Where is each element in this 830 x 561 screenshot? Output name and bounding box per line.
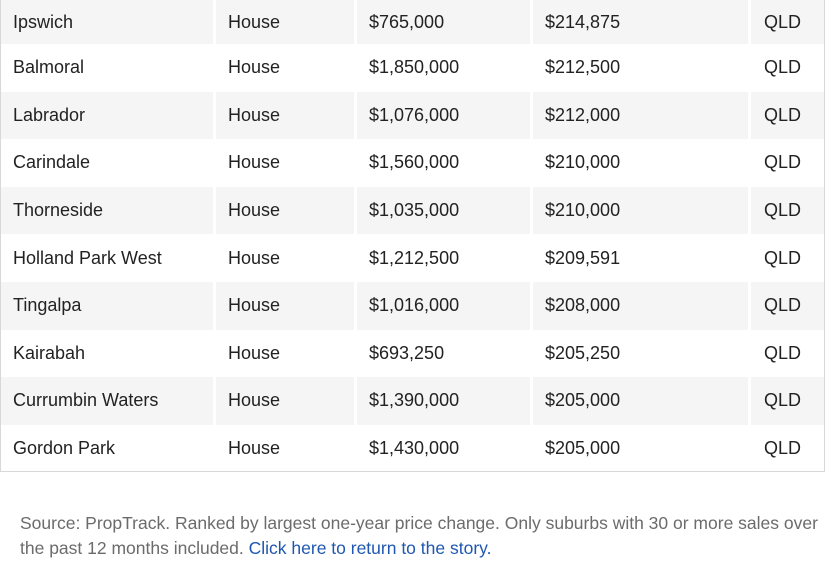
price-change-cell: $205,000 [533,424,748,471]
table-body: Ipswich House $765,000 $214,875 QLD Balm… [1,0,824,471]
price-change-cell: $205,250 [533,329,748,378]
state-cell: QLD [751,234,824,282]
median-price-cell: $1,035,000 [357,186,530,235]
suburb-cell: Thorneside [1,186,213,235]
suburb-cell: Currumbin Waters [1,377,213,425]
suburb-cell: Balmoral [1,44,213,92]
median-price-cell: $1,560,000 [357,139,530,187]
state-cell: QLD [751,186,824,235]
state-cell: QLD [751,44,824,92]
suburb-price-table: Ipswich House $765,000 $214,875 QLD Balm… [0,0,825,472]
suburb-cell: Tingalpa [1,281,213,330]
median-price-cell: $1,430,000 [357,424,530,471]
table-row: Currumbin Waters House $1,390,000 $205,0… [1,377,824,425]
table-row: Balmoral House $1,850,000 $212,500 QLD [1,44,824,92]
property-type-cell: House [216,91,354,140]
return-to-story-link[interactable]: Click here to return to the story. [248,537,492,558]
suburb-cell: Carindale [1,139,213,187]
table-row: Kairabah House $693,250 $205,250 QLD [1,329,824,378]
median-price-cell: $765,000 [357,0,530,44]
table-row: Gordon Park House $1,430,000 $205,000 QL… [1,424,824,471]
median-price-cell: $1,850,000 [357,44,530,92]
footnote-text: Source: PropTrack. Ranked by largest one… [20,512,818,558]
state-cell: QLD [751,377,824,425]
state-cell: QLD [751,329,824,378]
property-type-cell: House [216,139,354,187]
median-price-cell: $1,212,500 [357,234,530,282]
table-row: Tingalpa House $1,016,000 $208,000 QLD [1,281,824,330]
table-row: Thorneside House $1,035,000 $210,000 QLD [1,186,824,235]
table: Ipswich House $765,000 $214,875 QLD Balm… [1,0,824,471]
property-type-cell: House [216,44,354,92]
median-price-cell: $693,250 [357,329,530,378]
suburb-cell: Holland Park West [1,234,213,282]
median-price-cell: $1,390,000 [357,377,530,425]
state-cell: QLD [751,0,824,44]
state-cell: QLD [751,424,824,471]
price-change-cell: $209,591 [533,234,748,282]
property-type-cell: House [216,424,354,471]
price-change-cell: $210,000 [533,139,748,187]
property-type-cell: House [216,377,354,425]
median-price-cell: $1,016,000 [357,281,530,330]
suburb-cell: Ipswich [1,0,213,44]
suburb-cell: Gordon Park [1,424,213,471]
property-type-cell: House [216,0,354,44]
state-cell: QLD [751,281,824,330]
price-change-cell: $212,000 [533,91,748,140]
suburb-cell: Kairabah [1,329,213,378]
price-change-cell: $208,000 [533,281,748,330]
table-row: Ipswich House $765,000 $214,875 QLD [1,0,824,44]
property-type-cell: House [216,186,354,235]
state-cell: QLD [751,91,824,140]
price-change-cell: $205,000 [533,377,748,425]
property-type-cell: House [216,234,354,282]
property-type-cell: House [216,329,354,378]
suburb-cell: Labrador [1,91,213,140]
table-row: Carindale House $1,560,000 $210,000 QLD [1,139,824,187]
property-type-cell: House [216,281,354,330]
source-footnote: Source: PropTrack. Ranked by largest one… [20,511,820,561]
price-change-cell: $210,000 [533,186,748,235]
median-price-cell: $1,076,000 [357,91,530,140]
price-change-cell: $214,875 [533,0,748,44]
state-cell: QLD [751,139,824,187]
table-row: Holland Park West House $1,212,500 $209,… [1,234,824,282]
table-row: Labrador House $1,076,000 $212,000 QLD [1,91,824,140]
price-change-cell: $212,500 [533,44,748,92]
